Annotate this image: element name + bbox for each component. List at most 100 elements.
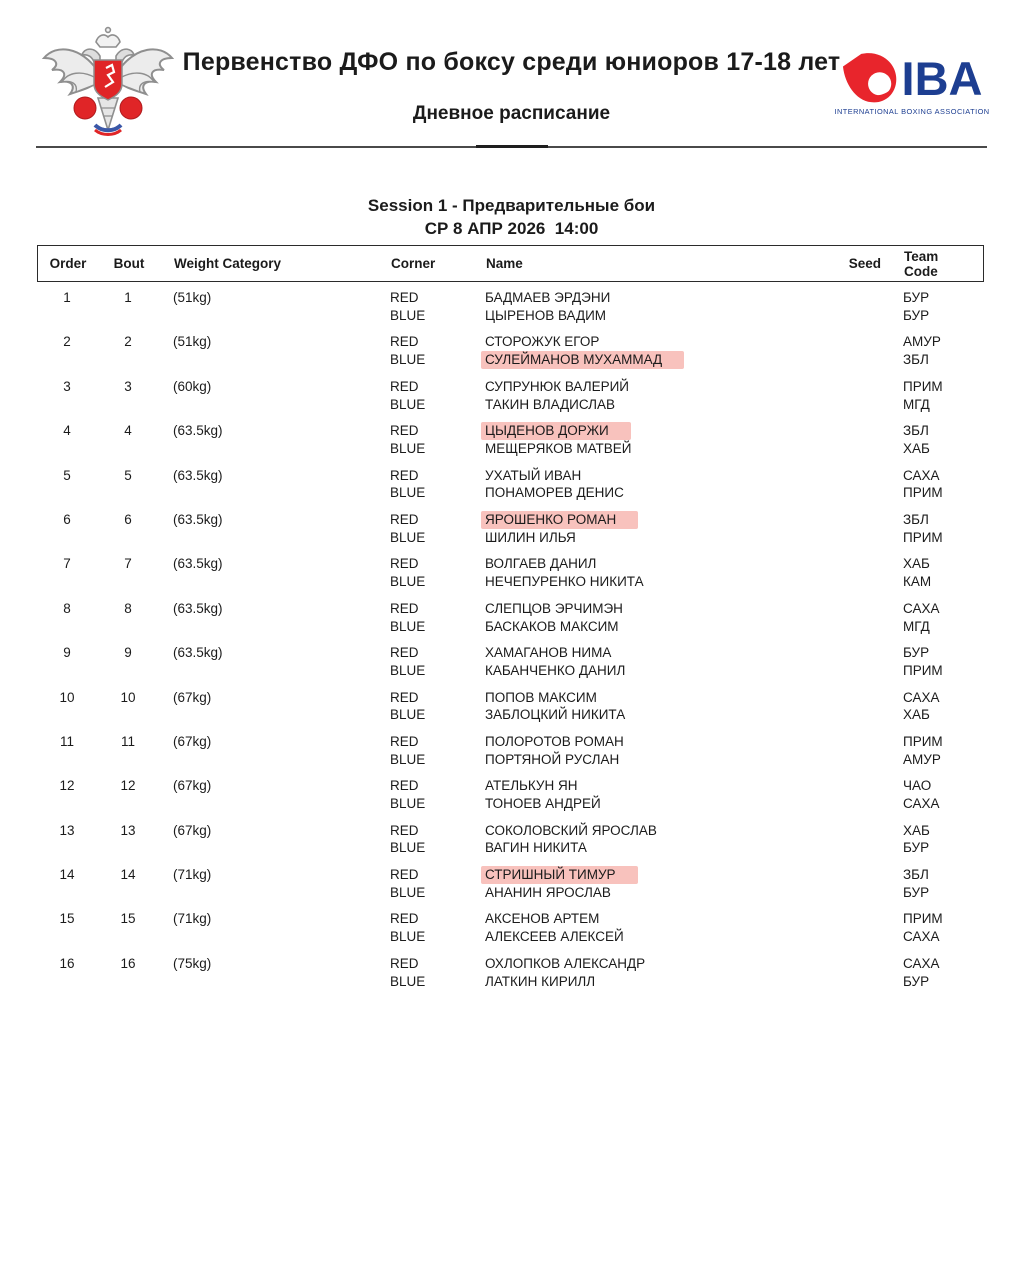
red-corner-label: RED [390, 378, 419, 394]
column-header-name: Name [486, 256, 523, 271]
bout-team-codes: ЧАО САХА [888, 777, 984, 813]
blue-team-code: БУР [903, 973, 930, 989]
bout-team-codes: ПРИМ МГД [888, 378, 984, 414]
bout-team-codes: ХАБ БУР [888, 822, 984, 858]
table-row: 3 3 (60kg) RED BLUE СУПРУНЮК ВАЛЕРИЙ ТАК… [37, 378, 984, 422]
bout-team-codes: САХА МГД [888, 600, 984, 636]
bout-order: 12 [59, 778, 75, 794]
table-row: 9 9 (63.5kg) RED BLUE ХАМАГАНОВ НИМА КАБ… [37, 644, 984, 688]
blue-boxer-name: СУЛЕЙМАНОВ МУХАММАД [481, 351, 685, 369]
bout-order: 1 [63, 290, 71, 305]
blue-team-code: КАМ [903, 574, 932, 590]
column-header-seed: Seed [848, 256, 881, 271]
column-header-bout: Bout [113, 256, 145, 271]
bout-corner-labels: RED BLUE [379, 777, 477, 813]
bout-names: СУПРУНЮК ВАЛЕРИЙ ТАКИН ВЛАДИСЛАВ [477, 378, 822, 414]
table-row: 7 7 (63.5kg) RED BLUE ВОЛГАЕВ ДАНИЛ НЕЧЕ… [37, 555, 984, 599]
bout-order: 2 [63, 334, 71, 350]
red-team-code: БУР [903, 290, 930, 305]
red-team-code: ХАБ [903, 822, 930, 838]
red-boxer-name: СЛЕПЦОВ ЭРЧИМЭН [485, 600, 623, 616]
blue-corner-label: BLUE [390, 307, 426, 323]
red-boxer-name: СТРИШНЫЙ ТИМУР [481, 866, 638, 884]
blue-corner-label: BLUE [390, 485, 426, 501]
red-boxer-name: ПОЛОРОТОВ РОМАН [485, 733, 624, 749]
bout-team-codes: ЗБЛ ХАБ [888, 422, 984, 458]
blue-boxer-name: ЛАТКИН КИРИЛЛ [485, 973, 596, 989]
blue-corner-label: BLUE [390, 796, 426, 812]
bout-corner-labels: RED BLUE [379, 955, 477, 991]
bout-names: ВОЛГАЕВ ДАНИЛ НЕЧЕПУРЕНКО НИКИТА [477, 555, 822, 591]
red-corner-label: RED [390, 600, 419, 616]
bout-weight-category: (63.5kg) [173, 511, 223, 527]
table-row: 14 14 (71kg) RED BLUE СТРИШНЫЙ ТИМУР АНА… [37, 866, 984, 910]
blue-team-code: ЗБЛ [903, 352, 929, 368]
table-row: 11 11 (67kg) RED BLUE ПОЛОРОТОВ РОМАН ПО… [37, 733, 984, 777]
red-team-code: АМУР [903, 334, 941, 350]
bout-team-codes: САХА БУР [888, 955, 984, 991]
red-corner-label: RED [390, 334, 419, 350]
red-team-code: ХАБ [903, 556, 930, 572]
red-corner-label: RED [390, 511, 419, 527]
red-corner-label: RED [390, 290, 419, 305]
red-team-code: ЗБЛ [903, 423, 929, 439]
bout-weight-category: (67kg) [173, 733, 212, 749]
table-row: 16 16 (75kg) RED BLUE ОХЛОПКОВ АЛЕКСАНДР… [37, 955, 984, 999]
bout-order: 6 [63, 511, 71, 527]
bout-weight-category: (67kg) [173, 778, 212, 794]
bout-names: ЯРОШЕНКО РОМАН ШИЛИН ИЛЬЯ [477, 510, 822, 547]
bout-order: 10 [59, 689, 75, 705]
bout-corner-labels: RED BLUE [379, 689, 477, 725]
blue-boxer-name: АЛЕКСЕЕВ АЛЕКСЕЙ [485, 929, 624, 945]
bout-names: СТОРОЖУК ЕГОР СУЛЕЙМАНОВ МУХАММАД [477, 333, 822, 369]
bout-corner-labels: RED BLUE [379, 378, 477, 414]
bout-order: 8 [63, 600, 71, 616]
red-corner-label: RED [390, 955, 419, 971]
bout-team-codes: ЗБЛ ПРИМ [888, 511, 984, 547]
red-team-code: ПРИМ [903, 378, 943, 394]
blue-corner-label: BLUE [390, 929, 426, 945]
red-boxer-name: СТОРОЖУК ЕГОР [485, 334, 600, 350]
blue-corner-label: BLUE [390, 973, 426, 989]
blue-corner-label: BLUE [390, 352, 426, 368]
bout-order: 13 [59, 822, 75, 838]
bout-corner-labels: RED BLUE [379, 467, 477, 503]
bout-team-codes: САХА ХАБ [888, 689, 984, 725]
red-corner-label: RED [390, 822, 419, 838]
blue-boxer-name: ТАКИН ВЛАДИСЛАВ [485, 396, 616, 412]
page-subtitle: Дневное расписание [412, 103, 611, 124]
blue-corner-label: BLUE [390, 618, 426, 634]
red-boxer-name: ЯРОШЕНКО РОМАН [481, 510, 639, 529]
bout-corner-labels: RED BLUE [379, 289, 477, 325]
blue-corner-label: BLUE [390, 662, 426, 678]
blue-corner-label: BLUE [390, 529, 426, 545]
bout-weight-category: (71kg) [173, 911, 212, 927]
bout-number: 2 [124, 334, 132, 350]
bout-names: СЛЕПЦОВ ЭРЧИМЭН БАСКАКОВ МАКСИМ [477, 600, 822, 636]
blue-team-code: ПРИМ [903, 529, 943, 545]
iba-logo: IBA INTERNATIONAL BOXING ASSOCIATION [834, 52, 989, 116]
column-header-order: Order [49, 256, 87, 271]
blue-boxer-name: ТОНОЕВ АНДРЕЙ [485, 796, 601, 812]
blue-boxer-name: ПОРТЯНОЙ РУСЛАН [485, 751, 620, 767]
bout-order: 3 [63, 378, 71, 394]
bout-names: СОКОЛОВСКИЙ ЯРОСЛАВ ВАГИН НИКИТА [477, 822, 822, 858]
bout-team-codes: ПРИМ АМУР [888, 733, 984, 769]
iba-acronym: IBA [901, 52, 983, 105]
red-team-code: САХА [903, 955, 940, 971]
bout-corner-labels: RED BLUE [379, 866, 477, 902]
bout-number: 11 [120, 733, 135, 749]
bout-names: АТЕЛЬКУН ЯН ТОНОЕВ АНДРЕЙ [477, 777, 822, 813]
bout-names: БАДМАЕВ ЭРДЭНИ ЦЫРЕНОВ ВАДИМ [477, 289, 822, 325]
bout-team-codes: БУР ПРИМ [888, 644, 984, 680]
bout-number: 14 [120, 867, 136, 883]
bout-weight-category: (75kg) [173, 955, 212, 971]
bout-order: 11 [59, 733, 74, 749]
bout-team-codes: АМУР ЗБЛ [888, 333, 984, 369]
blue-corner-label: BLUE [390, 574, 426, 590]
bout-corner-labels: RED BLUE [379, 910, 477, 946]
bout-weight-category: (51kg) [173, 290, 212, 305]
red-team-code: САХА [903, 600, 940, 616]
bout-order: 15 [59, 911, 75, 927]
bout-number: 13 [120, 822, 136, 838]
